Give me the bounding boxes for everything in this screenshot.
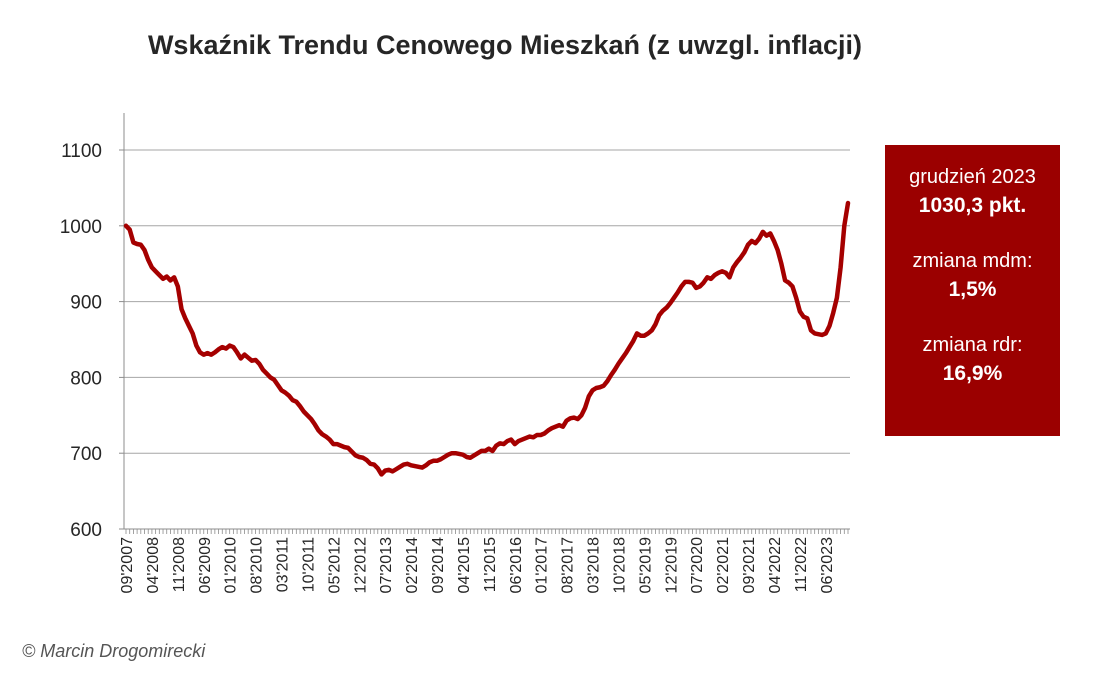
x-tick-label: 03'2011: [275, 537, 292, 592]
x-tick-label: 08'2017: [560, 537, 577, 594]
x-tick-label: 11'2008: [171, 537, 188, 592]
x-tick-label: 11'2015: [482, 537, 499, 592]
y-tick-label: 800: [70, 368, 102, 389]
month-value: 1030,3 pkt.: [918, 194, 1027, 217]
month-label: grudzień 2023: [909, 166, 1036, 188]
y-axis-tick-labels: 600 700 800 900 1000 1100: [60, 141, 102, 541]
summary-box: grudzień 2023 1030,3 pkt. zmiana mdm: 1,…: [885, 145, 1060, 436]
x-tick-label: 01'2017: [534, 537, 551, 594]
series-line: [123, 200, 851, 477]
x-tick-label: 12'2019: [663, 537, 680, 594]
axes: [119, 113, 850, 534]
y-tick-label: 900: [70, 293, 102, 314]
x-tick-label: 04'2022: [767, 537, 784, 594]
x-tick-label: 06'2009: [197, 537, 214, 594]
copyright-note: © Marcin Drogomirecki: [22, 641, 206, 661]
gridlines: [124, 149, 850, 454]
x-tick-label: 08'2010: [249, 537, 266, 594]
mdm-value: 1,5%: [948, 278, 997, 301]
y-tick-label: 1000: [60, 217, 102, 238]
mdm-label: zmiana mdm:: [912, 250, 1033, 272]
x-tick-label: 01'2010: [223, 537, 240, 594]
y-tick-label: 1100: [61, 141, 102, 162]
x-tick-label: 07'2013: [378, 537, 395, 594]
chart-title: Wskaźnik Trendu Cenowego Mieszkań (z uwz…: [147, 30, 863, 60]
rdr-value: 16,9%: [942, 362, 1003, 385]
x-tick-label: 02'2014: [404, 537, 421, 594]
y-tick-label: 600: [70, 520, 102, 541]
x-tick-label: 06'2016: [508, 537, 525, 594]
x-tick-label: 07'2020: [689, 537, 706, 594]
x-tick-label: 12'2012: [352, 537, 369, 594]
x-tick-label: 06'2023: [819, 537, 836, 594]
x-tick-label: 09'2014: [430, 537, 447, 594]
y-tick-label: 700: [70, 444, 102, 465]
x-tick-label: 05'2012: [326, 537, 343, 594]
x-tick-label: 04'2008: [145, 537, 162, 594]
x-tick-label: 11'2022: [793, 537, 810, 592]
x-tick-label: 05'2019: [637, 537, 654, 594]
x-tick-label: 09'2021: [741, 537, 758, 594]
x-tick-label: 09'2007: [119, 537, 136, 594]
x-tick-label: 02'2021: [715, 537, 732, 594]
x-tick-label: 10'2011: [300, 537, 317, 592]
series-layer: [123, 200, 851, 477]
x-tick-label: 03'2018: [586, 537, 603, 594]
x-tick-label: 04'2015: [456, 537, 473, 594]
x-axis-tick-labels: 09'2007 04'2008 11'2008 06'2009 01'2010 08'20…: [119, 537, 836, 594]
x-tick-label: 10'2018: [611, 537, 628, 594]
rdr-label: zmiana rdr:: [922, 334, 1023, 356]
